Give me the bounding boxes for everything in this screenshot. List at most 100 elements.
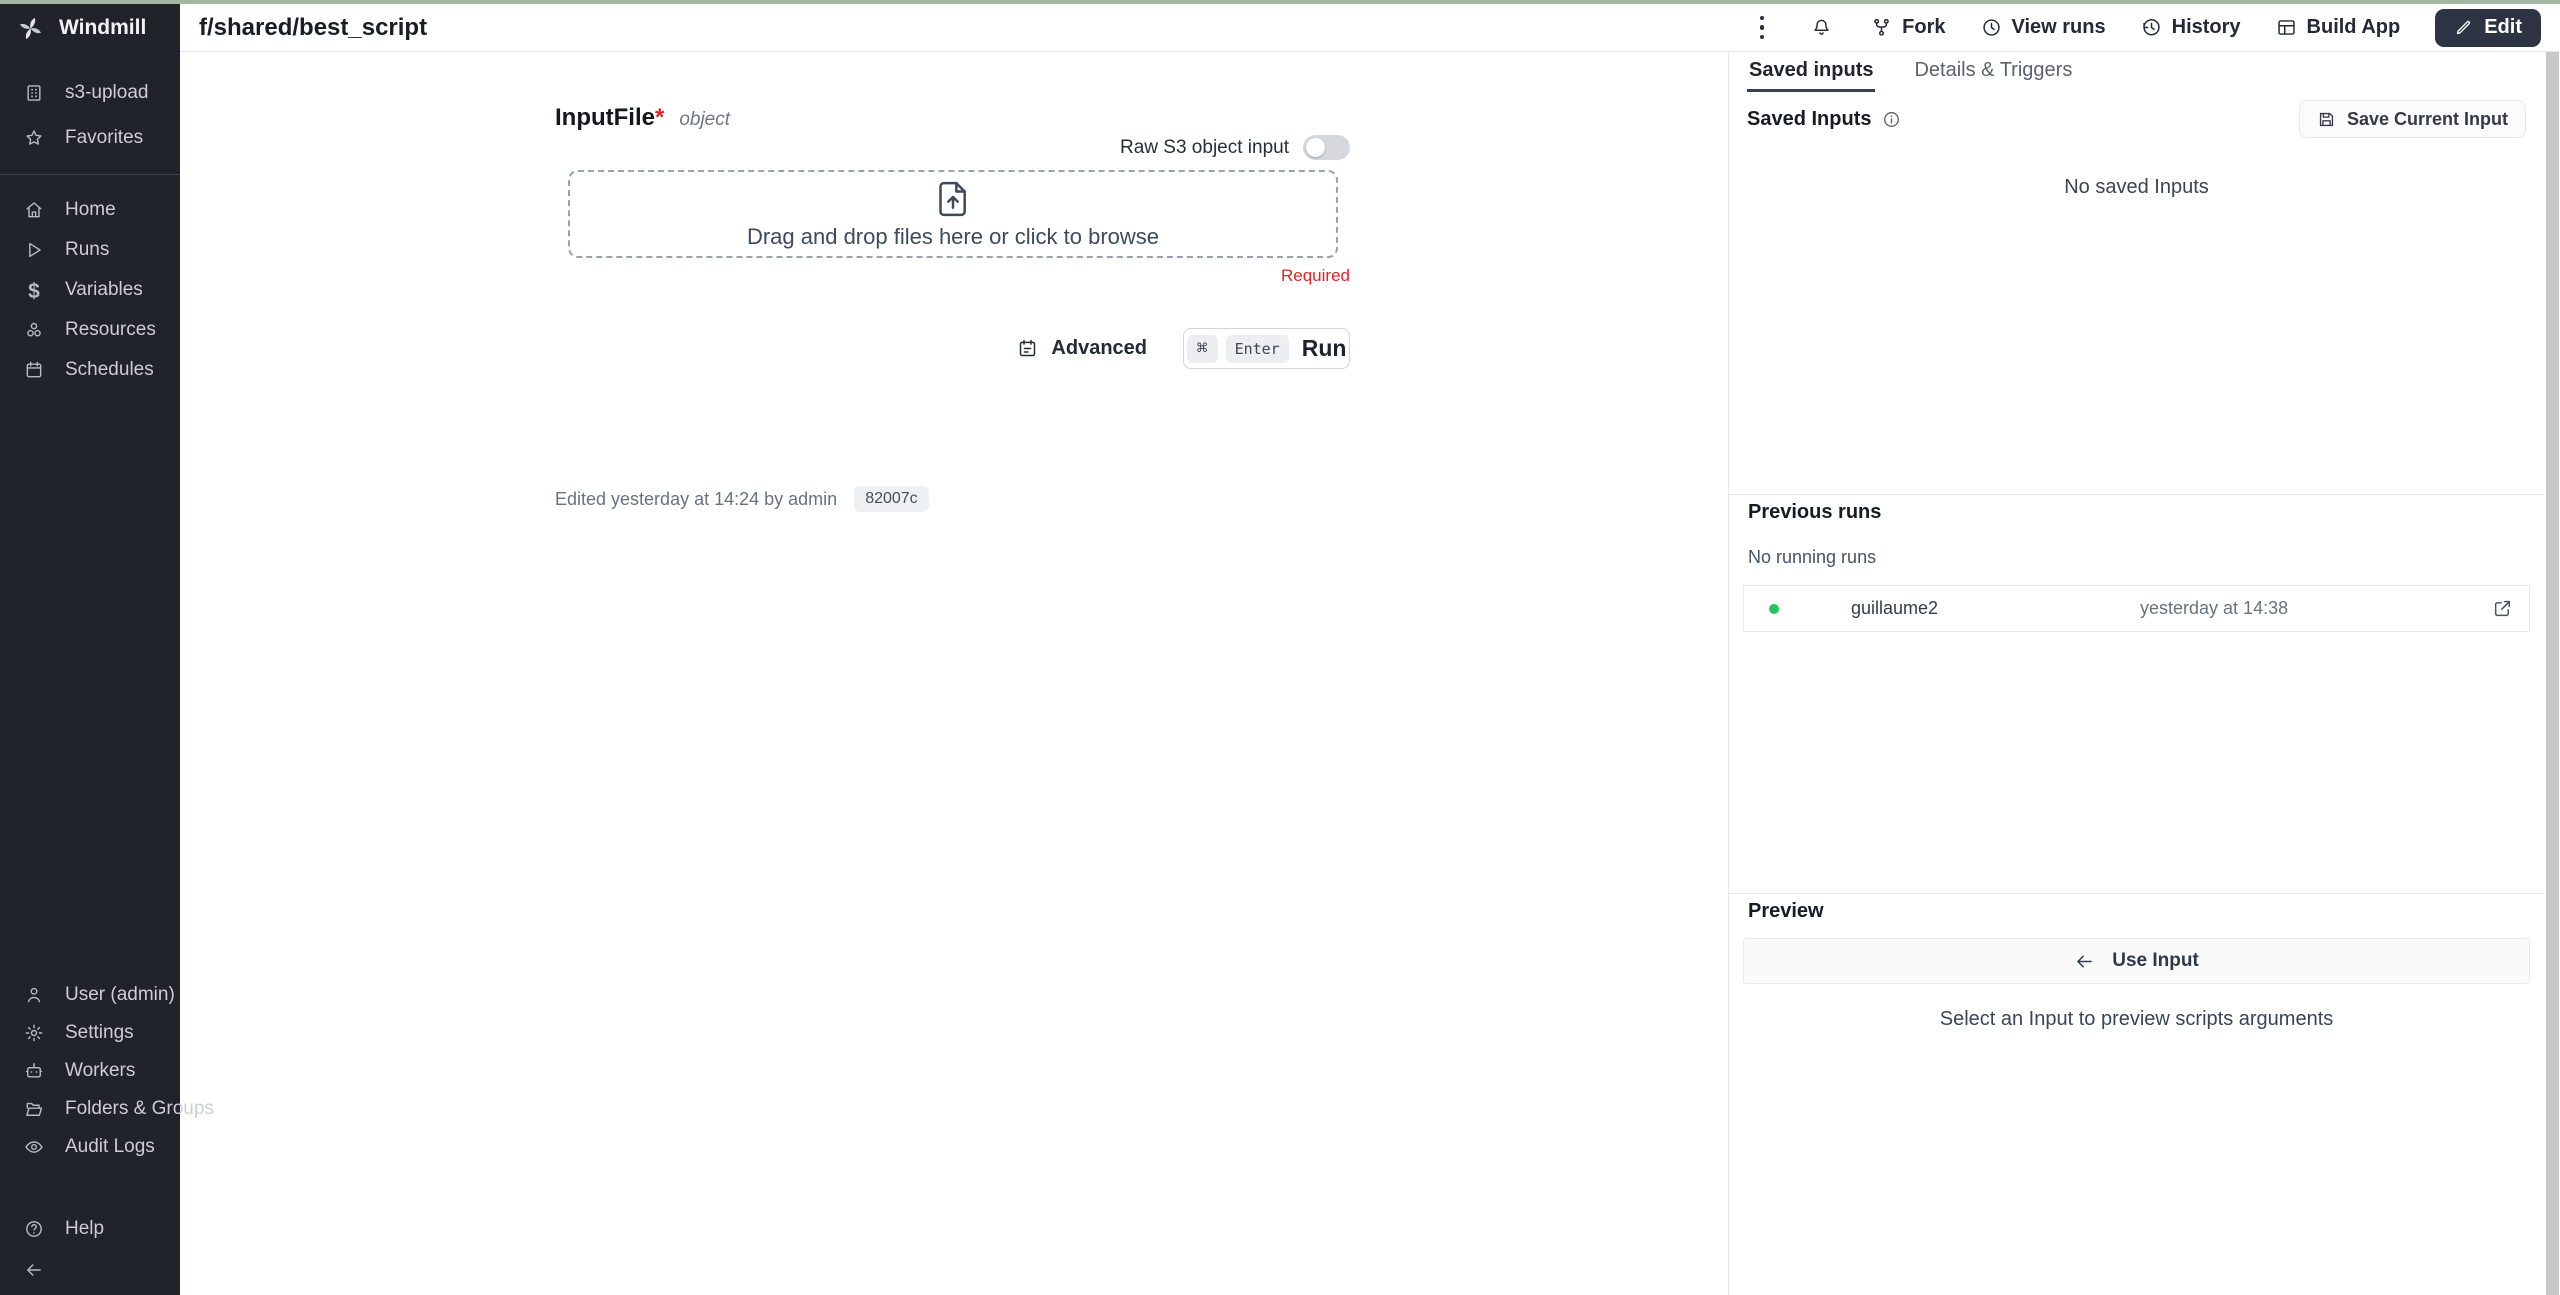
previous-run-row[interactable]: guillaume2 yesterday at 14:38 [1743, 585, 2530, 632]
sidebar-item-settings[interactable]: Settings [0, 1014, 180, 1052]
workspace-logo[interactable]: Windmill [0, 4, 180, 52]
sidebar-item-label: Audit Logs [65, 1136, 155, 1157]
calendar-icon [1020, 339, 1036, 357]
sidebar-item-label: Variables [65, 279, 143, 300]
save-icon [2319, 112, 2334, 126]
sidebar-item-s3-upload[interactable]: s3-upload [0, 70, 180, 115]
notifications-button[interactable] [1807, 13, 1836, 42]
dollar-icon: $ [28, 280, 40, 303]
sidebar-item-schedules[interactable]: Schedules [0, 350, 180, 390]
right-panel: Saved inputs Details & Triggers Saved In… [1728, 52, 2544, 1295]
sidebar-item-variables[interactable]: $ Variables [0, 270, 180, 310]
sidebar-divider [0, 174, 180, 175]
workspace-name: Windmill [59, 16, 147, 39]
build-app-button[interactable]: Build App [2276, 16, 2401, 39]
main-content: InputFile * object Raw S3 object input Dr… [180, 52, 1728, 1295]
dropzone-text: Drag and drop files here or click to bro… [746, 223, 1160, 249]
previous-runs-section: Previous runs No running runs guillaume2… [1729, 495, 2544, 893]
edited-text: Edited yesterday at 14:24 by admin [555, 488, 838, 509]
preview-hint-text: Select an Input to preview scripts argum… [1939, 1008, 2334, 1030]
open-run-button[interactable] [2490, 596, 2515, 621]
sidebar-item-label: Settings [65, 1022, 134, 1043]
build-app-label: Build App [2306, 16, 2401, 38]
panel-divider [1729, 893, 2544, 894]
sidebar-item-label: Resources [65, 319, 156, 340]
sidebar: Windmill s3-upload Favorites [0, 4, 214, 1295]
user-icon [27, 987, 41, 1003]
version-hash-badge[interactable]: 82007c [854, 486, 929, 512]
fork-button[interactable]: Fork [1871, 16, 1946, 39]
advanced-button[interactable]: Advanced [1017, 337, 1147, 360]
clock-icon [1982, 19, 2000, 36]
sidebar-item-label: Home [65, 199, 116, 220]
panel-divider [1729, 494, 2544, 495]
no-saved-inputs-text: No saved Inputs [2064, 176, 2209, 198]
raw-s3-toggle[interactable] [1303, 135, 1350, 160]
required-validation-message: Required [1281, 266, 1350, 285]
edit-button[interactable]: Edit [2435, 8, 2541, 47]
workspace-grid-icon [27, 84, 41, 101]
panel-tabs: Saved inputs Details & Triggers [1729, 52, 2544, 92]
edit-label: Edit [2484, 16, 2522, 38]
tab-details-triggers[interactable]: Details & Triggers [1912, 52, 2074, 92]
view-runs-button[interactable]: View runs [1981, 16, 2106, 39]
advanced-label: Advanced [1051, 337, 1147, 359]
sidebar-item-help[interactable]: Help [0, 1210, 180, 1248]
run-button[interactable]: ⌘ Enter Run [1183, 328, 1350, 369]
file-upload-icon [939, 181, 966, 216]
page-scrollbar[interactable] [2544, 52, 2560, 1295]
star-icon [26, 129, 42, 145]
pencil-icon [2457, 20, 2471, 35]
sidebar-item-audit-logs[interactable]: Audit Logs [0, 1128, 180, 1166]
sidebar-item-label: s3-upload [65, 81, 149, 103]
sidebar-item-user[interactable]: User (admin) [0, 976, 180, 1014]
sidebar-item-runs[interactable]: Runs [0, 230, 180, 270]
arrow-left-icon [2077, 955, 2093, 967]
scrollbar-thumb[interactable] [2546, 52, 2559, 1295]
kebab-icon [1759, 15, 1765, 21]
script-args-form: InputFile * object Raw S3 object input Dr… [555, 52, 1350, 612]
more-menu-button[interactable] [1752, 12, 1773, 44]
history-clock-icon [2142, 19, 2160, 36]
saved-inputs-section: Saved Inputs Save Current Input No saved… [1729, 92, 2544, 494]
file-dropzone[interactable]: Drag and drop files here or click to bro… [568, 170, 1338, 258]
save-current-input-label: Save Current Input [2346, 108, 2508, 129]
sidebar-item-label: Folders & Groups [65, 1098, 214, 1119]
run-label: Run [1301, 335, 1347, 361]
gear-icon [25, 1024, 43, 1042]
run-timestamp: yesterday at 14:38 [2140, 598, 2289, 618]
sidebar-item-workers[interactable]: Workers [0, 1052, 180, 1090]
arrow-left-icon [27, 1264, 41, 1276]
run-user: guillaume2 [1851, 598, 1939, 618]
sidebar-item-label: Runs [65, 239, 110, 260]
sidebar-item-folders-groups[interactable]: Folders & Groups [0, 1090, 214, 1128]
tab-saved-inputs[interactable]: Saved inputs [1747, 52, 1876, 92]
sidebar-item-home[interactable]: Home [0, 190, 180, 230]
bell-icon [1814, 19, 1829, 35]
external-link-icon [2494, 600, 2511, 617]
header-actions: Fork View runs History Build App Edit [1752, 8, 2560, 47]
required-asterisk: * [654, 104, 665, 131]
home-icon [26, 202, 42, 218]
edited-info-row: Edited yesterday at 14:24 by admin 82007… [555, 486, 929, 512]
field-label-row: InputFile * object [555, 104, 730, 132]
sidebar-item-resources[interactable]: Resources [0, 310, 180, 350]
sidebar-item-label: Schedules [65, 359, 154, 380]
previous-runs-heading: Previous runs [1748, 501, 1882, 523]
toggle-knob [1306, 138, 1325, 157]
page-title: f/shared/best_script [199, 13, 428, 41]
no-running-runs-text: No running runs [1748, 547, 1877, 567]
sidebar-item-label: Help [65, 1218, 105, 1239]
history-label: History [2171, 16, 2241, 38]
save-current-input-button[interactable]: Save Current Input [2298, 100, 2526, 138]
sidebar-item-label: Workers [65, 1060, 136, 1081]
sidebar-item-favorites[interactable]: Favorites [0, 115, 180, 160]
preview-section: Preview Use Input Select an Input to pre… [1729, 894, 2544, 1295]
play-icon [29, 242, 41, 258]
preview-heading: Preview [1748, 900, 1824, 922]
use-input-button[interactable]: Use Input [1743, 938, 2530, 984]
history-button[interactable]: History [2141, 16, 2241, 39]
windmill-logo-icon [19, 17, 42, 39]
sidebar-collapse-button[interactable] [0, 1250, 180, 1290]
use-input-label: Use Input [2112, 950, 2199, 971]
